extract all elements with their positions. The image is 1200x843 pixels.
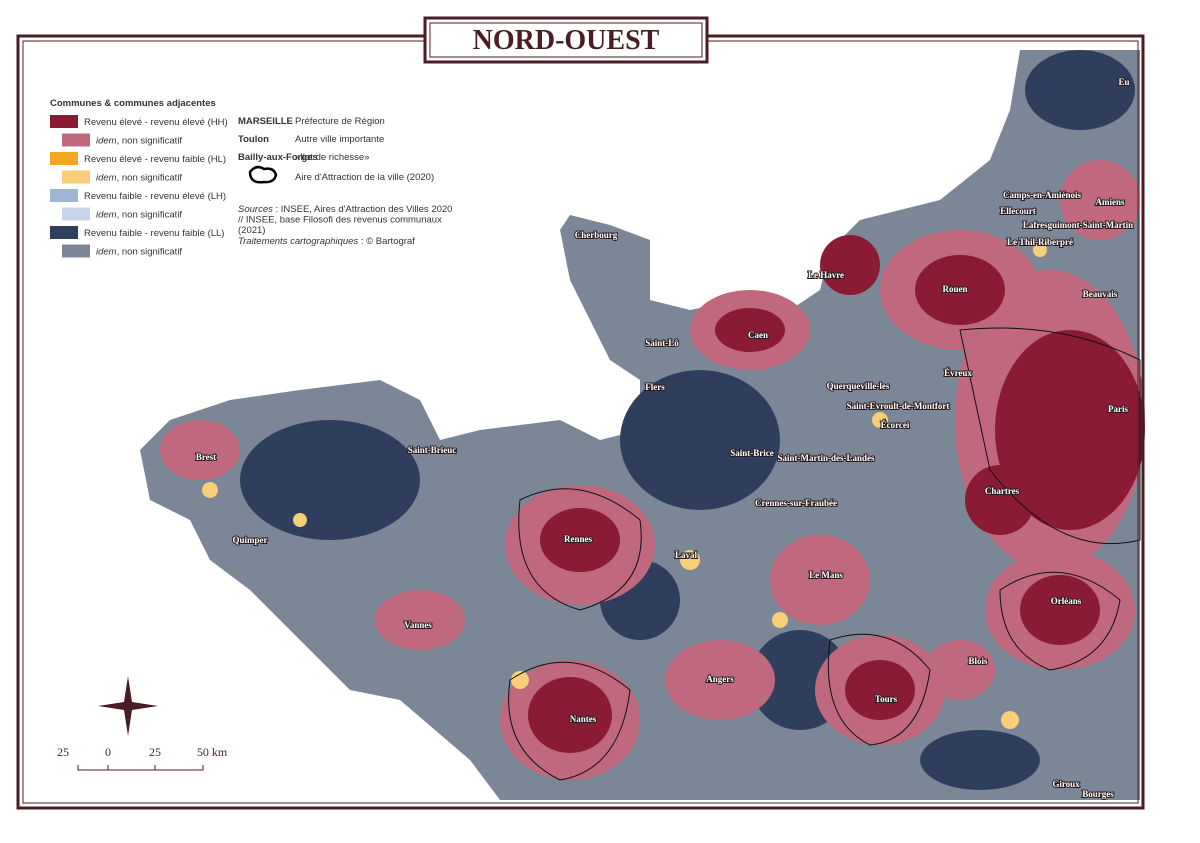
legend-swatch	[62, 244, 90, 258]
place-label: Beauvais	[1083, 289, 1118, 299]
hl-zones	[202, 243, 1047, 729]
place-label: Giroux	[1052, 779, 1080, 789]
place-labels: Cherbourg Le Havre Caen Saint-Lô Rouen Évreux…	[195, 76, 1134, 800]
aav-symbol	[248, 165, 278, 184]
symbol-label: Aire d'Attraction de la ville (2020)	[295, 172, 434, 183]
legend-label: Revenu faible - revenu élevé (LH)	[84, 191, 226, 202]
place-label: Évreux	[944, 368, 972, 378]
place-label: Saint-Brieuc	[408, 445, 457, 455]
credit-text: : © Bartograf	[358, 236, 415, 247]
place-label: Le Thil-Riberpré	[1007, 237, 1073, 247]
legend-text: , non significatif	[117, 210, 183, 221]
legend: Communes & communes adjacentes Revenu éle…	[50, 98, 452, 759]
scale-label: 50 km	[197, 745, 228, 759]
sources-italic: Sources	[238, 204, 273, 215]
place-label: Camps-en-Amiénois	[1003, 190, 1081, 200]
sources-line: // INSEE, base Filosofi des revenus comm…	[238, 215, 442, 226]
legend-text: , non significatif	[117, 247, 183, 258]
place-label: Eu	[1118, 77, 1129, 87]
legend-text: , non significatif	[117, 136, 183, 147]
place-label: Rouen	[942, 284, 967, 294]
symbol-label: «Ilot de richesse»	[295, 152, 369, 163]
place-label: Saint-Lô	[645, 338, 679, 348]
credit: Traitements cartographiques : © Bartogra…	[238, 236, 415, 247]
aav-borders	[508, 327, 1141, 781]
place-label: Cherbourg	[575, 230, 618, 240]
legend-swatch	[62, 133, 90, 147]
legend-label: idem, non significatif	[96, 247, 182, 258]
place-label: Tours	[875, 694, 898, 704]
legend-label: Revenu élevé - revenu élevé (HH)	[84, 117, 228, 128]
place-label: Blois	[968, 656, 988, 666]
compass	[98, 676, 158, 736]
place-label: Saint-Martin-des-Landes	[777, 453, 875, 463]
legend-swatch	[62, 207, 90, 221]
legend-label: Revenu élevé - revenu faible (HL)	[84, 154, 226, 165]
symbol-sample: Toulon	[238, 134, 269, 145]
title: NORD-OUEST	[473, 25, 660, 56]
place-label: Querqueville-les	[827, 381, 890, 391]
legend-swatch	[50, 189, 78, 202]
legend-label: idem, non significatif	[96, 136, 182, 147]
place-label: Flers	[645, 382, 665, 392]
symbol-label: Préfecture de Région	[295, 116, 385, 127]
sources: Sources : INSEE, Aires d'Attraction des …	[238, 204, 452, 215]
place-label: Lafresguimont-Saint-Martin	[1023, 220, 1133, 230]
legend-heading: Communes & communes adjacentes	[50, 98, 216, 109]
place-label: Brest	[196, 452, 216, 462]
legend-label: idem, non significatif	[96, 210, 182, 221]
map	[77, 50, 1145, 800]
place-label: Angers	[706, 674, 734, 684]
place-label: Écorcei	[881, 420, 910, 430]
legend-italic: idem	[96, 210, 117, 221]
scale-label: 0	[105, 745, 111, 759]
place-label: Laval	[675, 550, 698, 560]
legend-label: Revenu faible - revenu faible (LL)	[84, 228, 224, 239]
sources-line: (2021)	[238, 225, 265, 236]
place-label: Quimper	[233, 535, 268, 545]
place-label: Paris	[1108, 404, 1128, 414]
place-label: Bourges	[1082, 789, 1114, 799]
place-label: Orléans	[1051, 596, 1082, 606]
scale-label: 25	[57, 745, 69, 759]
place-label: Le Mans	[809, 570, 843, 580]
scale-bar	[77, 765, 204, 771]
symbol-label: Autre ville importante	[295, 134, 384, 145]
legend-text: Revenu élevé - revenu faible (HL)	[84, 154, 226, 165]
legend-swatch	[50, 152, 78, 165]
place-label: Chartres	[985, 486, 1020, 496]
place-label: Le Havre	[808, 270, 844, 280]
title-box	[423, 16, 709, 64]
title-box-inner	[429, 22, 703, 58]
place-label: Caen	[748, 330, 768, 340]
place-label: Crennes-sur-Fraubée	[755, 498, 837, 508]
legend-italic: idem	[96, 136, 117, 147]
hh-zones	[528, 235, 1145, 753]
legend-swatch	[50, 226, 78, 239]
legend-text: Revenu élevé - revenu élevé (HH)	[84, 117, 228, 128]
place-label: Vannes	[404, 620, 432, 630]
symbol-sample: MARSEILLE	[238, 116, 293, 127]
legend-swatch	[62, 170, 90, 184]
place-label: Saint-Brice	[730, 448, 774, 458]
place-label: Nantes	[570, 714, 597, 724]
legend-italic: idem	[96, 247, 117, 258]
legend-text: Revenu faible - revenu élevé (LH)	[84, 191, 226, 202]
legend-italic: idem	[96, 173, 117, 184]
symbol-sample: Bailly-aux-Forges	[238, 152, 318, 163]
place-label: Ellecourt	[1000, 206, 1036, 216]
sources-line: : INSEE, Aires d'Attraction des Villes 2…	[273, 204, 453, 215]
legend-swatch	[50, 115, 78, 128]
place-label: Amiens	[1096, 197, 1125, 207]
credit-italic: Traitements cartographiques	[238, 236, 358, 247]
place-label: Rennes	[564, 534, 592, 544]
scale-label: 25	[149, 745, 161, 759]
place-label: Saint-Evroult-de-Montfort	[847, 401, 950, 411]
legend-text: Revenu faible - revenu faible (LL)	[84, 228, 224, 239]
legend-label: idem, non significatif	[96, 173, 182, 184]
legend-text: , non significatif	[117, 173, 183, 184]
